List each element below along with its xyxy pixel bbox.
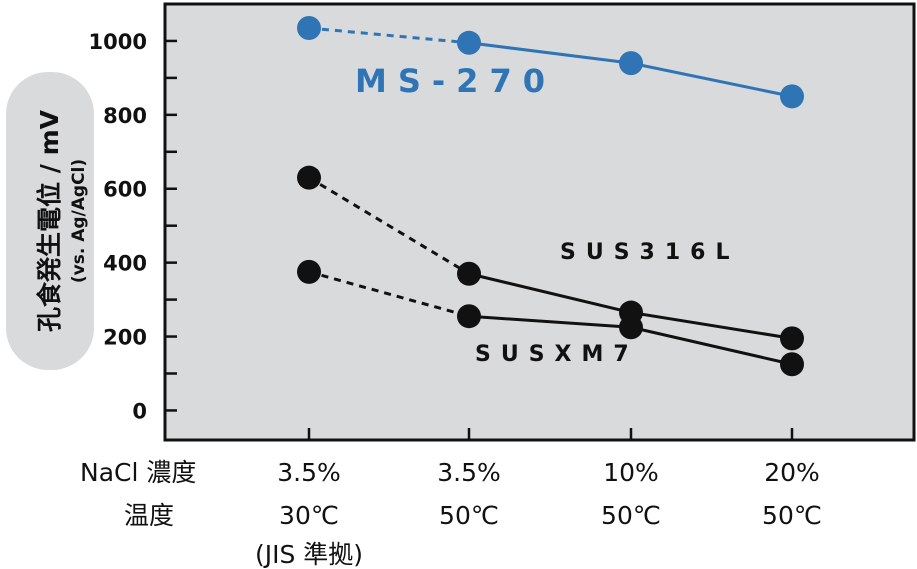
- series-susxm7: [297, 259, 804, 377]
- category-1-temperature: 30℃: [279, 501, 339, 530]
- series-sus316l: [297, 165, 804, 351]
- series-susxm7-segment: [630, 325, 793, 366]
- series-susxm7-segment: [308, 270, 470, 318]
- series-ms270-segment: [468, 41, 632, 65]
- series-susxm7-point: [457, 304, 481, 329]
- series-susxm7-point: [297, 259, 321, 284]
- series-ms270-segment: [308, 26, 470, 45]
- series-layer: [297, 16, 804, 377]
- category-1-concentration: 3.5%: [277, 458, 341, 487]
- y-axis-sublabel: (vs. Ag/AgCl): [69, 159, 89, 283]
- y-tick-label: 800: [103, 104, 147, 128]
- category-2-concentration: 3.5%: [437, 458, 501, 487]
- series-ms270-point: [457, 30, 481, 55]
- y-tick-label: 600: [103, 178, 147, 202]
- category-2-temperature: 50℃: [439, 501, 499, 530]
- y-axis-label-background: [6, 72, 94, 370]
- series-ms270: [297, 16, 804, 109]
- series-sus316l-segment: [308, 176, 470, 276]
- y-tick-label: 200: [103, 326, 147, 350]
- series-label-sus316l: SUS316L: [560, 240, 740, 265]
- series-ms270-point: [297, 16, 321, 41]
- x-axis: [307, 428, 794, 440]
- category-3-temperature: 50℃: [601, 501, 661, 530]
- y-axis-label: 孔食発生電位 / mV: [35, 109, 64, 332]
- series-sus316l-point: [297, 165, 321, 190]
- series-susxm7-point: [780, 352, 804, 377]
- y-axis: 0 200 400 600 800 1000: [89, 30, 177, 423]
- series-sus316l-segment: [468, 272, 632, 314]
- series-ms270-segment: [630, 61, 793, 98]
- x-row-label-concentration: NaCl 濃度: [80, 458, 196, 487]
- category-3-concentration: 10%: [603, 458, 659, 487]
- series-ms270-point: [619, 51, 643, 76]
- category-4-temperature: 50℃: [762, 501, 822, 530]
- category-4-concentration: 20%: [764, 458, 820, 487]
- series-label-ms270: MS-270: [355, 62, 556, 100]
- x-row-label-temperature: 温度: [124, 501, 174, 530]
- y-tick-label: 400: [103, 252, 147, 276]
- y-tick-label: 1000: [89, 30, 147, 54]
- y-tick-label: 0: [132, 399, 147, 423]
- series-sus316l-point: [457, 261, 481, 286]
- series-susxm7-point: [619, 315, 643, 340]
- series-sus316l-segment: [630, 311, 793, 340]
- series-sus316l-point: [780, 326, 804, 351]
- series-label-susxm7: SUSXM7: [475, 342, 639, 367]
- category-1-note: (JIS 準拠): [255, 540, 363, 569]
- series-ms270-point: [780, 84, 804, 109]
- series-susxm7-segment: [468, 314, 632, 329]
